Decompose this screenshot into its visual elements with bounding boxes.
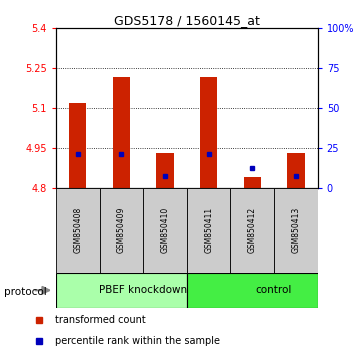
Bar	[187, 273, 318, 308]
Bar	[230, 188, 274, 273]
Text: PBEF knockdown: PBEF knockdown	[99, 285, 187, 295]
Title: GDS5178 / 1560145_at: GDS5178 / 1560145_at	[114, 14, 260, 27]
Text: GSM850413: GSM850413	[291, 207, 300, 253]
Bar	[100, 188, 143, 273]
Bar	[156, 153, 174, 188]
Text: GSM850410: GSM850410	[161, 207, 170, 253]
Bar	[113, 78, 130, 188]
Text: transformed count: transformed count	[55, 315, 145, 325]
Bar	[187, 188, 230, 273]
Text: protocol: protocol	[4, 287, 46, 297]
Bar	[56, 188, 100, 273]
Text: GSM850412: GSM850412	[248, 207, 257, 253]
Bar	[287, 153, 305, 188]
Bar	[143, 188, 187, 273]
Text: GSM850409: GSM850409	[117, 207, 126, 253]
Text: control: control	[256, 285, 292, 295]
Text: GSM850408: GSM850408	[73, 207, 82, 253]
Bar	[200, 78, 217, 188]
Bar	[244, 177, 261, 188]
Bar	[274, 188, 318, 273]
Bar	[69, 103, 87, 188]
Text: GSM850411: GSM850411	[204, 207, 213, 253]
Bar	[56, 273, 187, 308]
Text: percentile rank within the sample: percentile rank within the sample	[55, 336, 220, 346]
